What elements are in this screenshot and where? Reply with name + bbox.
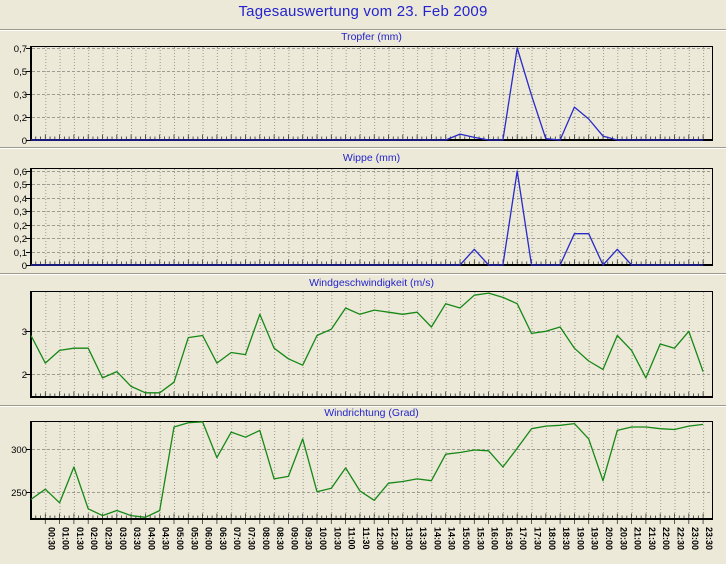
- x-axis-label: 14:00: [432, 527, 442, 550]
- x-axis-label: 08:30: [275, 527, 285, 550]
- x-axis-label: 20:30: [618, 527, 628, 550]
- x-axis-label: 10:00: [318, 527, 328, 550]
- x-axis-label: 18:00: [547, 527, 557, 550]
- x-axis-label: 02:30: [104, 527, 114, 550]
- x-axis-label: 20:00: [604, 527, 614, 550]
- x-axis-label: 21:30: [647, 527, 657, 550]
- x-axis-label: 10:30: [332, 527, 342, 550]
- x-axis-label: 03:00: [118, 527, 128, 550]
- divider-2: [0, 273, 726, 275]
- x-axis-label: 12:00: [375, 527, 385, 550]
- x-axis-label: 00:30: [46, 527, 56, 550]
- x-axis-label: 17:30: [533, 527, 543, 550]
- x-axis-label: 23:00: [690, 527, 700, 550]
- x-axis-label: 14:30: [447, 527, 457, 550]
- wippe-y-label: 0,4: [14, 194, 27, 205]
- x-axis-label: 08:00: [261, 527, 271, 550]
- x-axis-label: 05:30: [189, 527, 199, 550]
- x-axis-label: 13:30: [418, 527, 428, 550]
- windgeschwindigkeit-series-line: [30, 292, 704, 394]
- x-axis-label: 02:00: [89, 527, 99, 550]
- x-axis-label: 22:00: [661, 527, 671, 550]
- divider-3: [0, 405, 726, 407]
- x-axis-label: 23:30: [704, 527, 714, 550]
- x-axis-labels: 00:30 01:00 01:30 02:00 02:30 03:00 03:30 04:00…: [44, 520, 714, 550]
- x-axis-label: 05:00: [175, 527, 185, 550]
- x-axis-label: 07:30: [247, 527, 257, 550]
- x-axis-label: 01:00: [61, 527, 71, 550]
- x-axis-label: 16:00: [490, 527, 500, 550]
- x-axis-label: 04:00: [146, 527, 156, 550]
- windrichtung-chart: 250 300 00:30 01:00 01:30 02:00 02:30 03:00 03:3…: [11, 421, 714, 550]
- page-title: Tagesauswertung vom 23. Feb 2009: [238, 3, 488, 20]
- x-axis-label: 09:30: [304, 527, 314, 550]
- wippe-y-label: 0,1: [14, 248, 27, 259]
- chart-title-windgeschwindigkeit: Windgeschwindigkeit (m/s): [309, 277, 434, 289]
- x-axis-label: 16:30: [504, 527, 514, 550]
- divider-top: [0, 29, 726, 31]
- windgeschwindigkeit-y-label: 2: [22, 370, 27, 381]
- chart-title-tropfer: Tropfer (mm): [341, 31, 402, 43]
- tropfer-chart: 0 0,2 0,3 0,5 0,7: [14, 44, 713, 147]
- x-axis-label: 18:30: [561, 527, 571, 550]
- wippe-y-label: 0,6: [14, 167, 27, 178]
- wippe-y-label: 0,2: [14, 221, 27, 232]
- x-axis-label: 04:30: [161, 527, 171, 550]
- x-axis-label: 22:30: [676, 527, 686, 550]
- wippe-chart: 0 0,1 0,2 0,2 0,3 0,4 0,5 0,6: [14, 167, 713, 272]
- x-axis-label: 15:00: [461, 527, 471, 550]
- tropfer-y-label: 0: [22, 136, 27, 147]
- x-axis-label: 17:00: [518, 527, 528, 550]
- x-axis-label: 03:30: [132, 527, 142, 550]
- x-axis-label: 11:00: [347, 527, 357, 550]
- wippe-y-label: 0: [22, 261, 27, 272]
- x-axis-label: 19:00: [575, 527, 585, 550]
- wippe-y-label: 0,5: [14, 180, 27, 191]
- windrichtung-y-label: 250: [11, 488, 27, 499]
- x-axis-label: 12:30: [390, 527, 400, 550]
- wippe-y-label: 0,2: [14, 234, 27, 245]
- x-axis-label: 09:00: [289, 527, 299, 550]
- x-axis-label: 11:30: [361, 527, 371, 550]
- x-axis-label: 15:30: [475, 527, 485, 550]
- x-axis-label: 06:30: [218, 527, 228, 550]
- x-axis-label: 13:00: [404, 527, 414, 550]
- tropfer-y-label: 0,5: [14, 67, 27, 78]
- chart-title-windrichtung: Windrichtung (Grad): [324, 407, 419, 419]
- x-axis-label: 06:00: [204, 527, 214, 550]
- windrichtung-y-label: 300: [11, 445, 27, 456]
- x-axis-label: 19:30: [590, 527, 600, 550]
- wippe-y-label: 0,3: [14, 207, 27, 218]
- tropfer-y-label: 0,7: [14, 44, 27, 55]
- divider-1: [0, 147, 726, 149]
- windrichtung-series-line: [30, 421, 704, 518]
- chart-title-wippe: Wippe (mm): [342, 152, 401, 164]
- x-axis-label: 01:30: [75, 527, 85, 550]
- windgeschwindigkeit-chart: 23: [22, 291, 713, 398]
- tropfer-series-line: [31, 47, 704, 141]
- tropfer-y-label: 0,2: [14, 113, 27, 124]
- wippe-series-line: [31, 170, 704, 266]
- windgeschwindigkeit-y-label: 3: [22, 327, 27, 338]
- x-axis-label: 07:00: [232, 527, 242, 550]
- tropfer-y-label: 0,3: [14, 90, 27, 101]
- x-axis-label: 21:00: [633, 527, 643, 550]
